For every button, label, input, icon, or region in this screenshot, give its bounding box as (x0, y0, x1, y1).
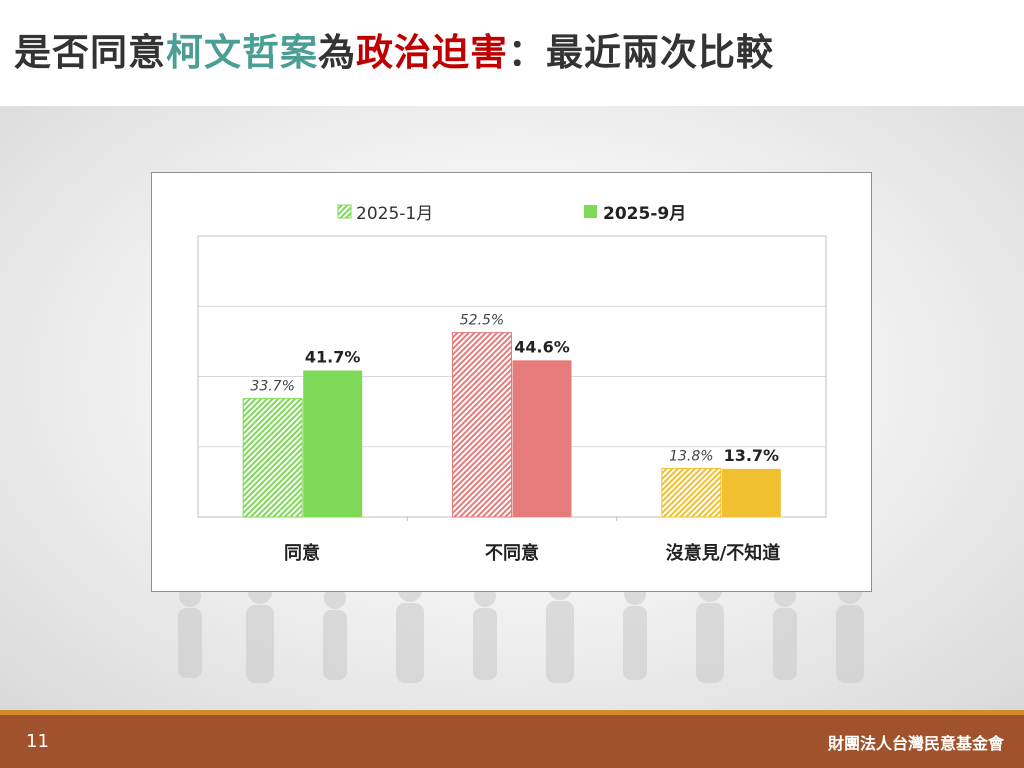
legend-swatch-2025-1 (337, 204, 352, 219)
chart-frame: 33.7% 41.7% 52.5% 44.6% 13.8% 13.7% 2025-1月 2… (151, 172, 872, 592)
legend-label-2025-1: 2025-1月 (356, 204, 433, 224)
bar-jan-1 (452, 332, 512, 518)
title-part-3: 為 (318, 31, 356, 74)
organization-name: 財團法人台灣民意基金會 (827, 734, 1004, 753)
bar-sep-0 (303, 370, 363, 517)
bar-jan-0 (242, 398, 303, 518)
bar-sep-1 (512, 360, 572, 517)
crowd-silhouette-image (178, 576, 864, 683)
data-label-sep-1: 44.6% (514, 337, 570, 356)
footer-bar: 11 財團法人台灣民意基金會 (0, 715, 1024, 768)
data-label-sep-0: 41.7% (305, 348, 361, 367)
data-label-jan-0: 33.7% (250, 379, 294, 395)
data-label-jan-1: 52.5% (460, 313, 504, 329)
page-number: 11 (26, 731, 49, 752)
title-part-1: 是否同意 (14, 31, 166, 74)
title-part-5: ：最近兩次比較 (508, 31, 774, 74)
bar-jan-2 (661, 468, 722, 518)
data-label-jan-2: 13.8% (669, 449, 713, 465)
title-bar: 是否同意柯文哲案為政治迫害：最近兩次比較 (0, 0, 1024, 106)
category-labels: 同意 不同意 沒意見/不知道 (284, 542, 780, 564)
title-part-4: 政治迫害 (356, 31, 508, 74)
legend-label-2025-9: 2025-9月 (603, 204, 686, 224)
bar-sep-2 (721, 468, 781, 517)
bar-chart: 33.7% 41.7% 52.5% 44.6% 13.8% 13.7% 2025-1月 2… (197, 204, 827, 564)
bars: 33.7% 41.7% 52.5% 44.6% 13.8% 13.7% (242, 313, 781, 518)
category-label-disagree: 不同意 (485, 542, 539, 564)
footer-accent-line (0, 710, 1024, 715)
slide-title: 是否同意柯文哲案為政治迫害：最近兩次比較 (14, 22, 774, 76)
data-label-sep-2: 13.7% (724, 446, 780, 465)
category-label-agree: 同意 (284, 542, 320, 564)
category-label-no-opinion: 沒意見/不知道 (666, 542, 781, 564)
legend: 2025-1月 2025-9月 (337, 204, 686, 224)
legend-swatch-2025-9 (584, 205, 597, 218)
title-part-2: 柯文哲案 (166, 31, 318, 74)
